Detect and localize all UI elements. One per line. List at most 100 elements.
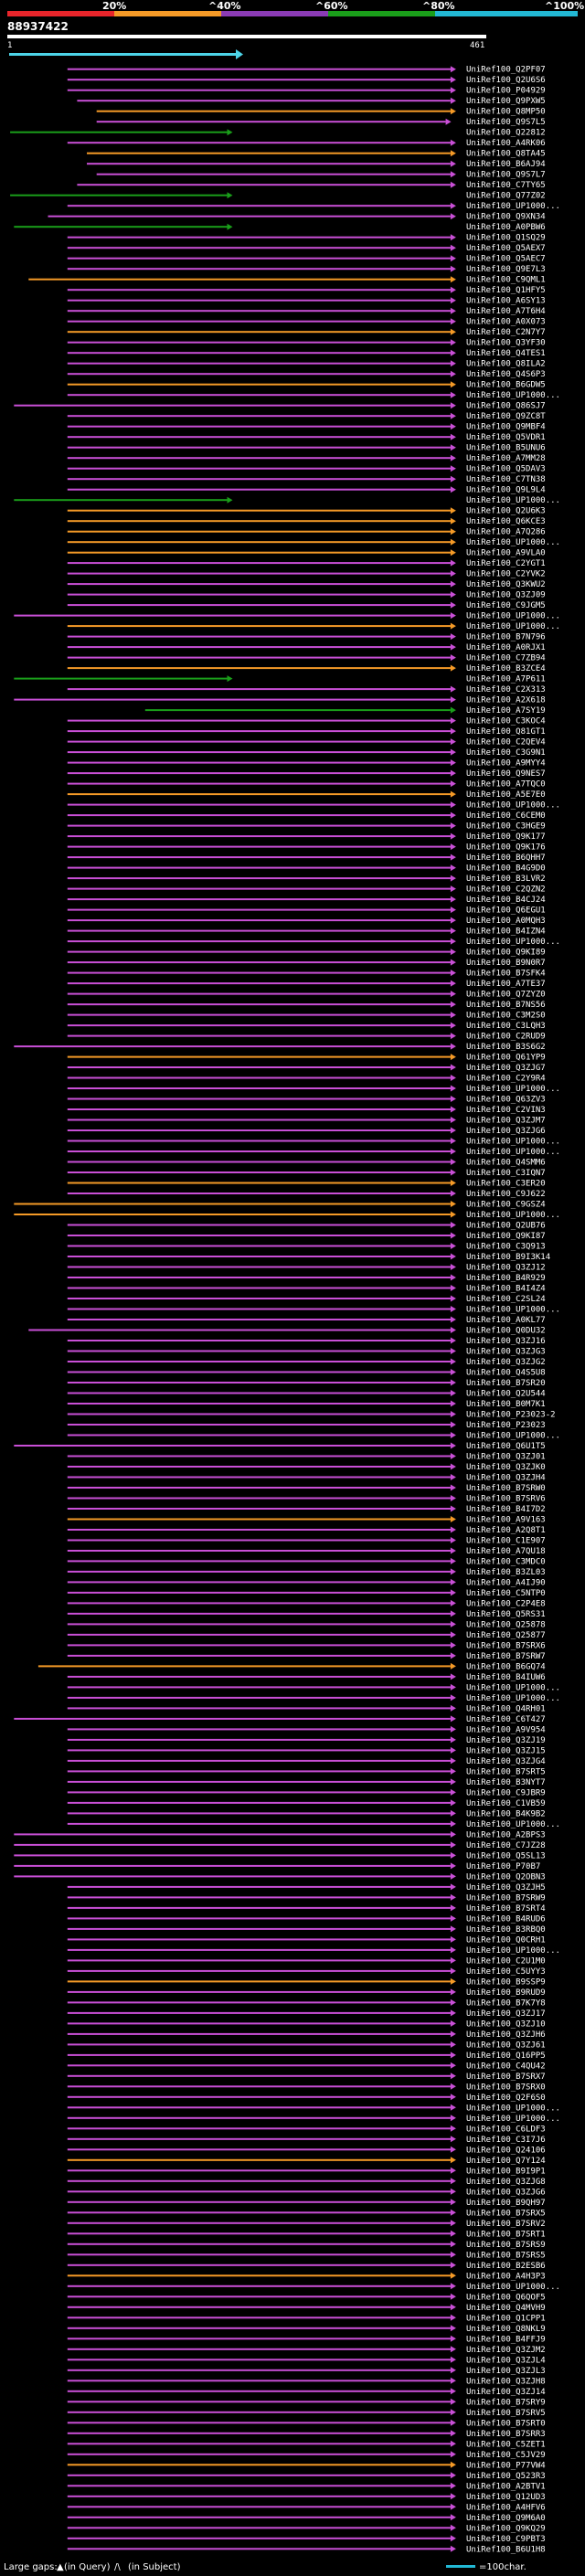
hit-label[interactable]: UniRef100_P70B7 — [466, 1862, 540, 1871]
hit-label[interactable]: UniRef100_A7TQC0 — [466, 780, 546, 790]
hit-label[interactable]: UniRef100_Q2U6K3 — [466, 507, 546, 516]
hit-bar[interactable] — [67, 1193, 452, 1194]
hit-bar[interactable] — [67, 1476, 452, 1479]
hit-label[interactable]: UniRef100_A4H3P3 — [466, 2272, 546, 2281]
hit-bar[interactable] — [67, 1097, 452, 1100]
hit-bar[interactable] — [77, 184, 451, 186]
hit-label[interactable]: UniRef100_A7QU18 — [466, 1547, 546, 1556]
hit-bar[interactable] — [67, 1623, 452, 1626]
hit-bar[interactable] — [67, 740, 452, 743]
hit-bar[interactable] — [67, 2411, 452, 2413]
hit-bar[interactable] — [67, 982, 452, 985]
hit-label[interactable]: UniRef100_B7SRV5 — [466, 2409, 546, 2418]
hit-bar[interactable] — [67, 2506, 452, 2508]
hit-bar[interactable] — [14, 499, 228, 502]
hit-label[interactable]: UniRef100_A7Q286 — [466, 528, 546, 537]
hit-label[interactable]: UniRef100_Q0CRH1 — [466, 1935, 546, 1945]
hit-label[interactable]: UniRef100_Q3ZJH4 — [466, 1474, 546, 1483]
hit-bar[interactable] — [67, 1959, 452, 1962]
hit-label[interactable]: UniRef100_B7SRX7 — [466, 2072, 546, 2082]
hit-label[interactable]: UniRef100_B7SR20 — [466, 1379, 546, 1388]
hit-bar[interactable] — [67, 2127, 452, 2130]
hit-label[interactable]: UniRef100_UP1000... — [466, 2115, 560, 2124]
hit-label[interactable]: UniRef100_B4RUD6 — [466, 1914, 546, 1924]
hit-bar[interactable] — [67, 877, 452, 880]
hit-label[interactable]: UniRef100_UP1000... — [466, 1432, 560, 1441]
hit-bar[interactable] — [67, 2106, 452, 2109]
hit-bar[interactable] — [67, 940, 452, 943]
hit-label[interactable]: UniRef100_Q9ZC8T — [466, 412, 546, 421]
hit-bar[interactable] — [67, 1434, 452, 1436]
hit-bar[interactable] — [67, 1990, 452, 1993]
hit-label[interactable]: UniRef100_B3NYT7 — [466, 1778, 546, 1787]
hit-bar[interactable] — [96, 121, 446, 123]
hit-bar[interactable] — [67, 1917, 452, 1920]
hit-bar[interactable] — [67, 320, 452, 323]
hit-label[interactable]: UniRef100_Q9MBF4 — [466, 423, 546, 432]
hit-bar[interactable] — [67, 436, 452, 439]
hit-bar[interactable] — [67, 478, 452, 481]
hit-bar[interactable] — [67, 1749, 452, 1752]
hit-label[interactable]: UniRef100_B7N796 — [466, 633, 546, 642]
hit-bar[interactable] — [67, 2190, 452, 2193]
hit-bar[interactable] — [67, 1245, 452, 1247]
hit-label[interactable]: UniRef100_B7SRT5 — [466, 1767, 546, 1776]
hit-label[interactable]: UniRef100_B9RUD9 — [466, 1988, 546, 1998]
hit-label[interactable]: UniRef100_C2P4E8 — [466, 1599, 546, 1608]
hit-label[interactable]: UniRef100_C5UYY3 — [466, 1967, 546, 1977]
hit-label[interactable]: UniRef100_B7SRV2 — [466, 2220, 546, 2229]
hit-label[interactable]: UniRef100_C7JZ28 — [466, 1841, 546, 1850]
hit-label[interactable]: UniRef100_B7NS56 — [466, 1001, 546, 1010]
hit-bar[interactable] — [67, 1539, 452, 1542]
hit-bar[interactable] — [87, 152, 451, 154]
hit-bar[interactable] — [67, 530, 452, 533]
hit-label[interactable]: UniRef100_Q22812 — [466, 129, 546, 138]
hit-label[interactable]: UniRef100_B3RBQ0 — [466, 1925, 546, 1935]
hit-label[interactable]: UniRef100_Q3ZJH8 — [466, 2377, 546, 2386]
hit-label[interactable]: UniRef100_C1E907 — [466, 1537, 546, 1546]
hit-label[interactable]: UniRef100_C9GSZ4 — [466, 1201, 546, 1210]
hit-bar[interactable] — [67, 2158, 452, 2161]
hit-label[interactable]: UniRef100_Q3ZJ17 — [466, 2009, 546, 2019]
hit-bar[interactable] — [67, 1738, 452, 1741]
hit-bar[interactable] — [67, 1371, 452, 1373]
hit-label[interactable]: UniRef100_C3G9N1 — [466, 748, 546, 758]
hit-bar[interactable] — [67, 2263, 452, 2266]
hit-bar[interactable] — [67, 1055, 452, 1058]
hit-label[interactable]: UniRef100_C2N7Y7 — [466, 328, 546, 337]
hit-bar[interactable] — [67, 1518, 452, 1521]
hit-label[interactable]: UniRef100_C2Y9R4 — [466, 1075, 546, 1084]
hit-label[interactable]: UniRef100_C3I7J6 — [466, 2136, 546, 2145]
hit-label[interactable]: UniRef100_A9MYY4 — [466, 759, 546, 769]
hit-label[interactable]: UniRef100_Q24106 — [466, 2146, 546, 2155]
hit-bar[interactable] — [67, 1003, 452, 1006]
hit-bar[interactable] — [67, 961, 452, 964]
hit-label[interactable]: UniRef100_C2RUD9 — [466, 1033, 546, 1042]
hit-bar[interactable] — [67, 425, 452, 428]
hit-bar[interactable] — [67, 2453, 452, 2455]
hit-label[interactable]: UniRef100_C5NTP0 — [466, 1589, 546, 1598]
hit-label[interactable]: UniRef100_Q8NKL9 — [466, 2325, 546, 2334]
hit-label[interactable]: UniRef100_UP1000... — [466, 622, 560, 631]
hit-bar[interactable] — [67, 1256, 452, 1257]
hit-bar[interactable] — [67, 383, 452, 386]
hit-bar[interactable] — [67, 446, 452, 449]
hit-label[interactable]: UniRef100_B7SRT0 — [466, 2419, 546, 2428]
hit-label[interactable]: UniRef100_C7TN38 — [466, 475, 546, 484]
hit-label[interactable]: UniRef100_Q81GT1 — [466, 727, 546, 737]
hit-label[interactable]: UniRef100_B9QH97 — [466, 2199, 546, 2208]
hit-label[interactable]: UniRef100_B7SRW0 — [466, 1484, 546, 1493]
hit-bar[interactable] — [67, 1392, 452, 1394]
hit-label[interactable]: UniRef100_UP1000... — [466, 1138, 560, 1147]
hit-label[interactable]: UniRef100_C1VB59 — [466, 1799, 546, 1808]
hit-bar[interactable] — [67, 1129, 452, 1131]
hit-bar[interactable] — [10, 194, 228, 196]
hit-label[interactable]: UniRef100_C2QZN2 — [466, 885, 546, 895]
hit-label[interactable]: UniRef100_UP1000... — [466, 496, 560, 505]
hit-label[interactable]: UniRef100_C3HGE9 — [466, 822, 546, 832]
hit-label[interactable]: UniRef100_Q3ZJ12 — [466, 1264, 546, 1273]
hit-label[interactable]: UniRef100_B7SRW9 — [466, 1893, 546, 1903]
hit-bar[interactable] — [67, 1896, 452, 1899]
hit-label[interactable]: UniRef100_C3IQN7 — [466, 1169, 546, 1178]
hit-bar[interactable] — [67, 1529, 452, 1531]
